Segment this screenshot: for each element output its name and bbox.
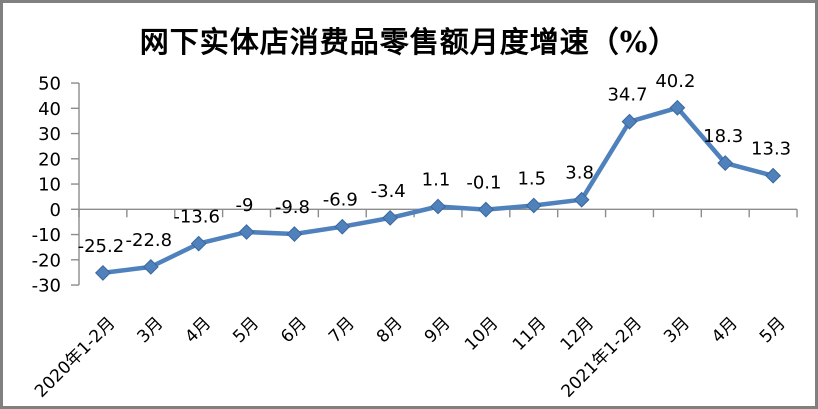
y-tick-label: 40 <box>38 99 61 120</box>
data-point-label: 1.1 <box>422 170 451 191</box>
data-point-label: 3.8 <box>565 163 594 184</box>
y-axis-labels: 50 40 30 20 10 0 -10 -20 -30 <box>32 74 61 297</box>
data-point-marker <box>669 99 686 116</box>
x-category-label: 10月 <box>461 313 502 354</box>
y-tick-label: 20 <box>38 149 61 170</box>
x-category-label: 2020年1-2月 <box>31 313 119 401</box>
data-point-marker <box>621 113 638 130</box>
x-category-label: 7月 <box>325 313 359 347</box>
data-point-label: -0.1 <box>466 173 501 194</box>
y-tick-label: 0 <box>50 200 61 221</box>
data-point-label: 40.2 <box>655 71 695 92</box>
x-category-label: 5月 <box>229 313 263 347</box>
data-point-marker <box>573 191 590 208</box>
data-point-label: -9 <box>236 195 254 216</box>
y-tick-label: 50 <box>38 74 61 95</box>
data-point-label: -9.8 <box>275 197 310 218</box>
x-category-label: 5月 <box>756 313 790 347</box>
data-point-marker <box>190 235 207 252</box>
line-chart: 2020年1-2月 3月 4月 5月 6月 7月 8月 9月 10月 11月 12月2021年1-2… <box>31 71 798 402</box>
y-tick-label: 30 <box>38 124 61 145</box>
x-category-label: 12月 <box>557 313 598 354</box>
data-series <box>95 99 782 281</box>
x-category-label: 4月 <box>708 313 742 347</box>
y-tick-label: -10 <box>32 225 61 246</box>
data-point-label: -6.9 <box>323 190 358 211</box>
data-point-label: -13.6 <box>173 207 220 228</box>
data-point-label: 1.5 <box>517 169 546 190</box>
x-axis-labels: 2020年1-2月 3月 4月 5月 6月 7月 8月 9月 10月 11月 12月2021年1-2… <box>31 313 790 401</box>
x-category-label: 6月 <box>277 313 311 347</box>
data-point-label: 13.3 <box>751 139 791 160</box>
data-point-marker <box>95 265 111 281</box>
x-category-label: 3月 <box>134 313 168 347</box>
x-category-label: 9月 <box>421 313 455 347</box>
data-point-label: -22.8 <box>126 230 173 251</box>
data-point-label: 18.3 <box>703 126 743 147</box>
chart-title: 网下实体店消费品零售额月度增速（%） <box>139 25 679 59</box>
x-category-label: 3月 <box>660 313 694 347</box>
data-point-marker <box>765 167 782 184</box>
y-tick-label: -20 <box>32 250 61 271</box>
data-point-label: -25.2 <box>78 236 125 257</box>
data-point-marker <box>238 224 255 240</box>
x-category-label: 8月 <box>373 313 407 347</box>
data-point-marker <box>717 155 734 171</box>
data-point-marker <box>142 258 159 275</box>
y-tick-label: -30 <box>32 276 61 297</box>
data-point-label: 34.7 <box>607 85 647 106</box>
data-point-marker <box>382 209 399 226</box>
data-point-marker <box>477 201 494 218</box>
data-point-label: -3.4 <box>371 181 406 202</box>
data-labels: -25.2 -22.8-13.6 -9 -9.8 -6.9 -3.4 1.1 -0.1 1.5 3… <box>78 71 792 257</box>
y-tick-label: 10 <box>38 175 61 196</box>
data-point-marker <box>286 226 303 242</box>
data-point-marker <box>334 218 351 235</box>
x-category-label: 11月 <box>509 313 550 354</box>
data-point-marker <box>525 197 542 214</box>
x-category-label: 4月 <box>181 313 215 347</box>
data-point-marker <box>430 198 446 215</box>
